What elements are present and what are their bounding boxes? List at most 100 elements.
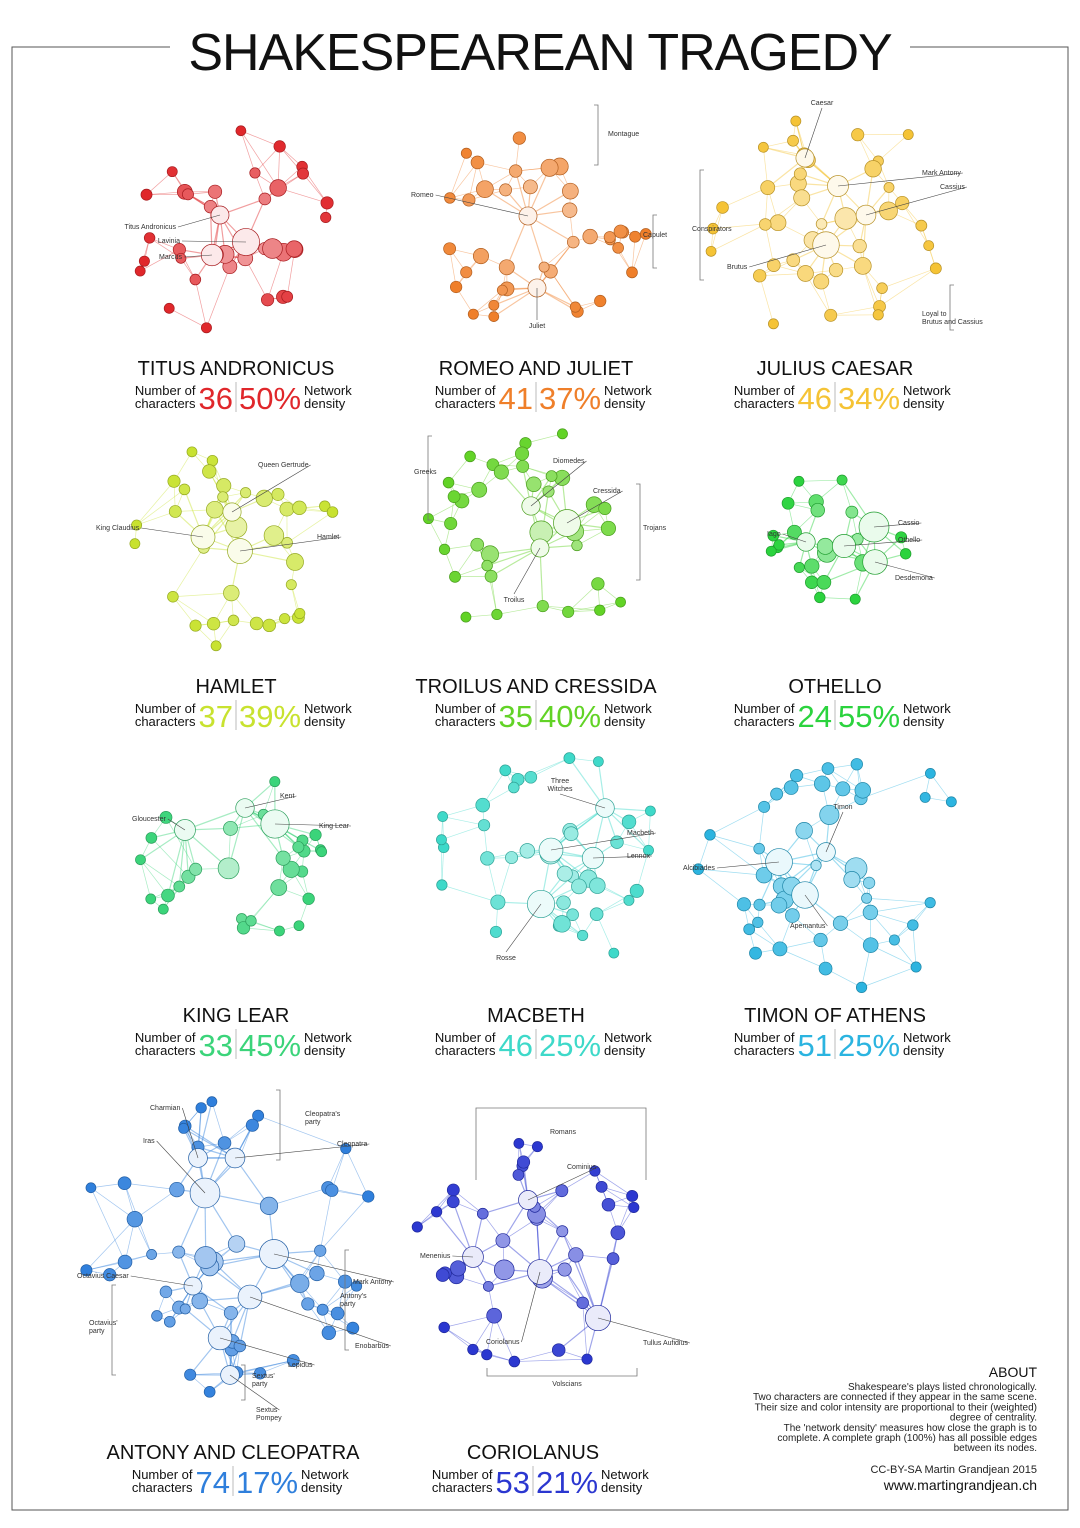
label-text: Octavius' (89, 1320, 118, 1327)
character-label: Trojans (636, 484, 667, 580)
node (485, 570, 497, 582)
node (448, 491, 460, 503)
node (770, 215, 786, 231)
label-text: Trojans (643, 525, 667, 532)
node (611, 1226, 625, 1240)
label-text: Timon (833, 804, 852, 811)
edge (880, 268, 936, 306)
edge (760, 276, 774, 324)
label-text: Iras (143, 1138, 155, 1145)
label-text: Cleopatra's (305, 1111, 341, 1118)
node (228, 615, 239, 626)
node (946, 797, 956, 807)
network (81, 1097, 374, 1398)
label-text: Pompey (256, 1415, 282, 1422)
edge (241, 131, 280, 147)
node (321, 197, 333, 209)
node (509, 1356, 520, 1367)
node (863, 938, 878, 953)
character-count: 51 (798, 1028, 832, 1063)
node (924, 241, 934, 251)
node (489, 300, 499, 310)
node (489, 312, 499, 322)
node (817, 538, 833, 554)
number-label: characters (435, 1043, 496, 1058)
label-text: Menenius (420, 1253, 451, 1260)
node (513, 1169, 524, 1180)
edge (710, 835, 764, 875)
node (514, 1138, 524, 1148)
label-text: Romeo (411, 192, 434, 199)
node (179, 1123, 189, 1133)
node (599, 502, 611, 514)
node (438, 812, 448, 822)
node (571, 879, 586, 894)
node (829, 263, 842, 276)
edge (710, 807, 764, 835)
node (331, 1307, 344, 1320)
node (863, 905, 878, 920)
character-count: 33 (199, 1028, 233, 1063)
network-density: 39% (239, 699, 301, 734)
node (472, 482, 487, 497)
node (286, 241, 302, 257)
network (423, 429, 625, 622)
node (463, 194, 475, 206)
density-label: density (301, 1480, 343, 1495)
node (609, 948, 619, 958)
label-text: Rosse (496, 955, 516, 962)
edge (320, 1190, 332, 1250)
edge (870, 903, 930, 913)
node (146, 832, 157, 843)
node (478, 819, 489, 830)
node (167, 167, 177, 177)
node (250, 168, 260, 178)
group-bracket (487, 1368, 637, 1376)
node (224, 1306, 237, 1319)
node (884, 182, 894, 192)
label-text: Lepidus (288, 1362, 313, 1369)
node (439, 544, 450, 555)
edge (450, 153, 467, 198)
node (771, 897, 787, 913)
group-bracket (428, 436, 432, 520)
node (461, 148, 471, 158)
node (450, 1261, 465, 1276)
node (541, 159, 558, 176)
node (234, 1340, 246, 1352)
node (276, 851, 290, 865)
character-count: 41 (499, 381, 533, 416)
node (461, 267, 472, 278)
node (604, 231, 615, 242)
node (873, 310, 883, 320)
node (819, 962, 832, 975)
node (218, 492, 229, 503)
node (523, 180, 537, 194)
node (594, 295, 606, 307)
character-label: Greeks (414, 436, 437, 520)
node (817, 575, 831, 589)
label-text: Cassio (898, 520, 920, 527)
character-count: 53 (496, 1465, 530, 1500)
node (476, 798, 490, 812)
node (558, 1263, 571, 1276)
node (880, 202, 898, 220)
node (444, 243, 456, 255)
node (431, 1206, 442, 1217)
node (483, 1281, 493, 1291)
node (291, 1274, 309, 1292)
node (758, 801, 769, 812)
node (833, 916, 848, 931)
character-label: Titus Andronicus (125, 215, 221, 231)
node (164, 1316, 175, 1327)
label-text: Octavius Caesar (77, 1273, 129, 1280)
node (562, 183, 578, 199)
node (282, 291, 293, 302)
character-count: 46 (499, 1028, 533, 1063)
node (207, 617, 220, 630)
